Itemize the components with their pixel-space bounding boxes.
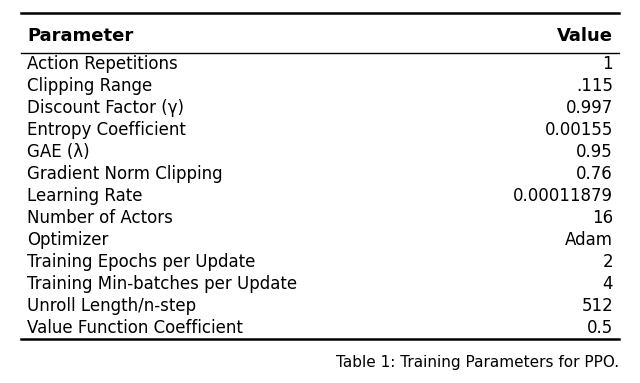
Text: Value: Value <box>557 26 613 44</box>
Text: Clipping Range: Clipping Range <box>27 77 152 95</box>
Text: Adam: Adam <box>565 231 613 249</box>
Text: .115: .115 <box>576 77 613 95</box>
Text: 0.997: 0.997 <box>566 99 613 117</box>
Text: Number of Actors: Number of Actors <box>27 209 173 227</box>
Text: Training Epochs per Update: Training Epochs per Update <box>27 253 255 271</box>
Text: Value Function Coefficient: Value Function Coefficient <box>27 319 243 337</box>
Text: Unroll Length/n-step: Unroll Length/n-step <box>27 297 196 315</box>
Text: Table 1: Training Parameters for PPO.: Table 1: Training Parameters for PPO. <box>337 355 620 370</box>
Text: GAE (λ): GAE (λ) <box>27 143 90 161</box>
Text: 0.00011879: 0.00011879 <box>513 187 613 205</box>
Text: 4: 4 <box>603 275 613 293</box>
Text: 0.5: 0.5 <box>587 319 613 337</box>
Text: 0.76: 0.76 <box>577 165 613 183</box>
Text: 1: 1 <box>602 55 613 73</box>
Text: 16: 16 <box>592 209 613 227</box>
Text: Entropy Coefficient: Entropy Coefficient <box>27 121 186 139</box>
Text: Discount Factor (γ): Discount Factor (γ) <box>27 99 184 117</box>
Text: 0.00155: 0.00155 <box>545 121 613 139</box>
Text: Gradient Norm Clipping: Gradient Norm Clipping <box>27 165 223 183</box>
Text: Parameter: Parameter <box>27 26 133 44</box>
Text: Action Repetitions: Action Repetitions <box>27 55 178 73</box>
Text: Optimizer: Optimizer <box>27 231 108 249</box>
Text: Learning Rate: Learning Rate <box>27 187 142 205</box>
Text: 2: 2 <box>602 253 613 271</box>
Text: Training Min-batches per Update: Training Min-batches per Update <box>27 275 297 293</box>
Text: 512: 512 <box>581 297 613 315</box>
Text: 0.95: 0.95 <box>577 143 613 161</box>
